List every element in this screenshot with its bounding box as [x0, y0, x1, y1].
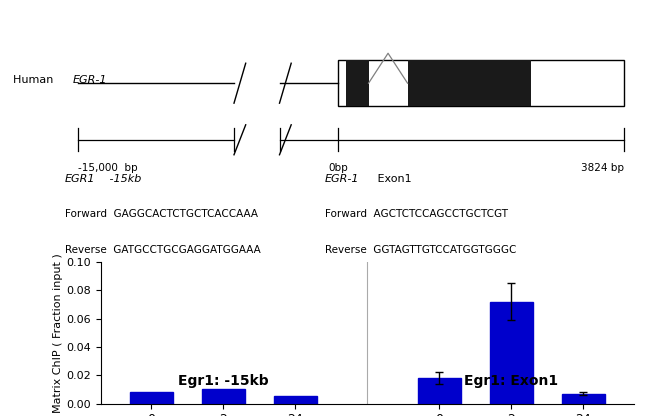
Text: Egr1: -15kb: Egr1: -15kb — [178, 374, 268, 388]
Text: 3824 bp: 3824 bp — [581, 163, 624, 173]
Text: Reverse  GATGCCTGCGAGGATGGAAA: Reverse GATGCCTGCGAGGATGGAAA — [65, 245, 261, 255]
Text: Egr1: Exon1: Egr1: Exon1 — [464, 374, 558, 388]
Text: -15,000  bp: -15,000 bp — [78, 163, 138, 173]
Bar — [408, 60, 531, 106]
Bar — [418, 378, 461, 404]
Text: Exon1: Exon1 — [374, 174, 411, 184]
Text: Reverse  GGTAGTTGTCCATGGTGGGC: Reverse GGTAGTTGTCCATGGTGGGC — [325, 245, 516, 255]
Text: -15kb: -15kb — [106, 174, 141, 184]
Text: EGR-1: EGR-1 — [325, 174, 359, 184]
Bar — [346, 60, 369, 106]
Bar — [562, 394, 605, 404]
Text: 0bp: 0bp — [328, 163, 348, 173]
Bar — [129, 392, 173, 404]
Text: Forward  AGCTCTCCAGCCTGCTCGT: Forward AGCTCTCCAGCCTGCTCGT — [325, 210, 508, 220]
Text: Forward  GAGGCACTCTGCTCACCAAA: Forward GAGGCACTCTGCTCACCAAA — [65, 210, 258, 220]
Bar — [202, 389, 245, 404]
Text: Human: Human — [13, 75, 57, 85]
Bar — [489, 302, 533, 404]
Text: EGR-1: EGR-1 — [73, 75, 107, 85]
Y-axis label: Matrix ChIP ( Fraction input ): Matrix ChIP ( Fraction input ) — [53, 253, 64, 413]
Bar — [338, 60, 624, 106]
Text: EGR1: EGR1 — [65, 174, 96, 184]
Bar — [274, 396, 317, 404]
